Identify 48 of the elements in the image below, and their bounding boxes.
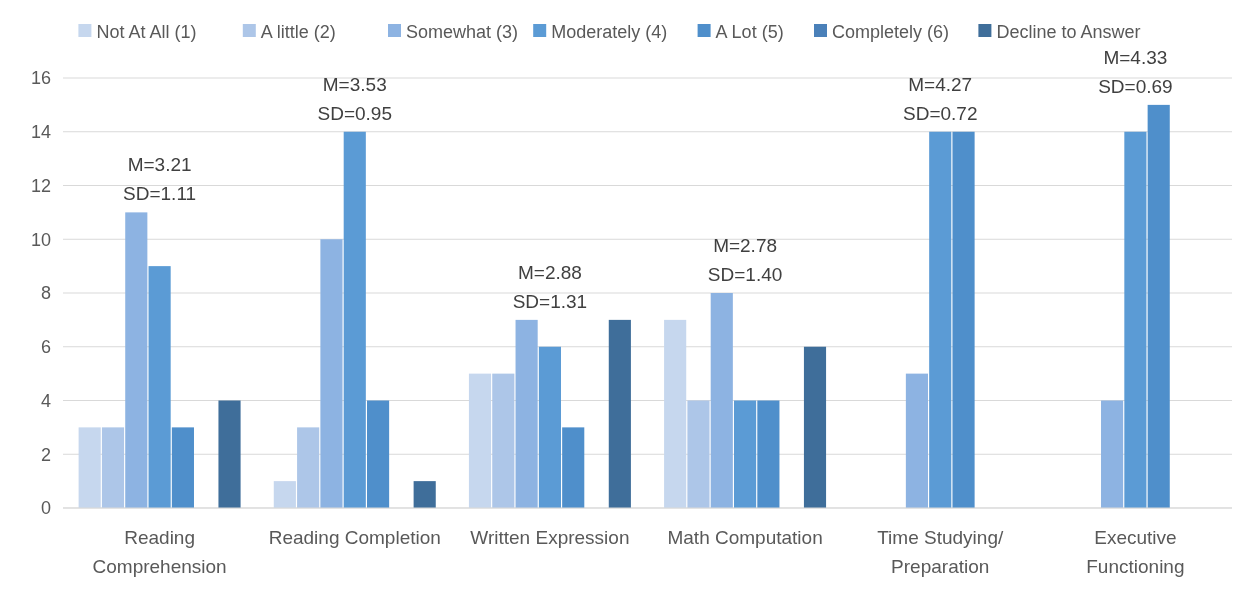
legend-label: Decline to Answer (996, 22, 1141, 43)
x-tick-label: Written Expression (470, 527, 630, 548)
bar (687, 400, 710, 508)
annotation: M=2.88 SD=1.31 (512, 261, 588, 312)
annotation: M=3.53 SD=0.95 (317, 73, 392, 124)
legend-label: A little (2) (260, 22, 336, 43)
bar (664, 319, 687, 508)
y-tick-label: 16 (30, 68, 51, 89)
bar (515, 319, 538, 508)
annotation: M=2.78 SD=1.40 (707, 235, 783, 285)
bar (803, 346, 827, 508)
legend-label: Somewhat (3) (406, 22, 519, 43)
bar (218, 400, 241, 508)
bar (125, 212, 148, 508)
y-tick-label: 0 (40, 498, 51, 519)
legend-label: Completely (6) (832, 22, 950, 43)
y-tick-label: 2 (40, 444, 51, 465)
annotation: M=4.33 SD=0.69 (1098, 46, 1173, 97)
y-tick-label: 8 (40, 283, 51, 304)
y-tick-label: 14 (30, 122, 51, 143)
y-tick-label: 6 (40, 337, 51, 358)
bar (101, 427, 125, 508)
bar (78, 427, 101, 508)
annotation: M=4.27 SD=0.72 (903, 73, 978, 124)
y-tick-label: 10 (30, 229, 51, 250)
bar (905, 373, 928, 508)
bar (320, 239, 343, 508)
annotation: M=3.21 SD=1.11 (123, 154, 197, 205)
bar (1124, 131, 1147, 508)
legend-label: Not At All (1) (96, 22, 197, 43)
y-tick-label: 4 (40, 390, 51, 411)
x-tick-label: Executive Functioning (1086, 527, 1185, 577)
bar (1101, 400, 1124, 508)
bar (1147, 104, 1170, 508)
x-tick-label: Reading Completion (268, 527, 441, 548)
x-tick-label: Time Studying/ Preparation (877, 527, 1004, 577)
x-tick-label: Reading Comprehension (92, 527, 227, 577)
legend-label: A Lot (5) (715, 22, 784, 43)
bar (273, 481, 296, 508)
bar (297, 427, 320, 508)
legend-label: Moderately (4) (551, 22, 668, 43)
bar (492, 373, 515, 508)
x-tick-label: Math Computation (667, 527, 823, 548)
y-tick-label: 12 (30, 175, 51, 196)
bar (468, 373, 492, 508)
bar (710, 293, 733, 508)
bar (608, 319, 631, 508)
bar (413, 481, 436, 508)
